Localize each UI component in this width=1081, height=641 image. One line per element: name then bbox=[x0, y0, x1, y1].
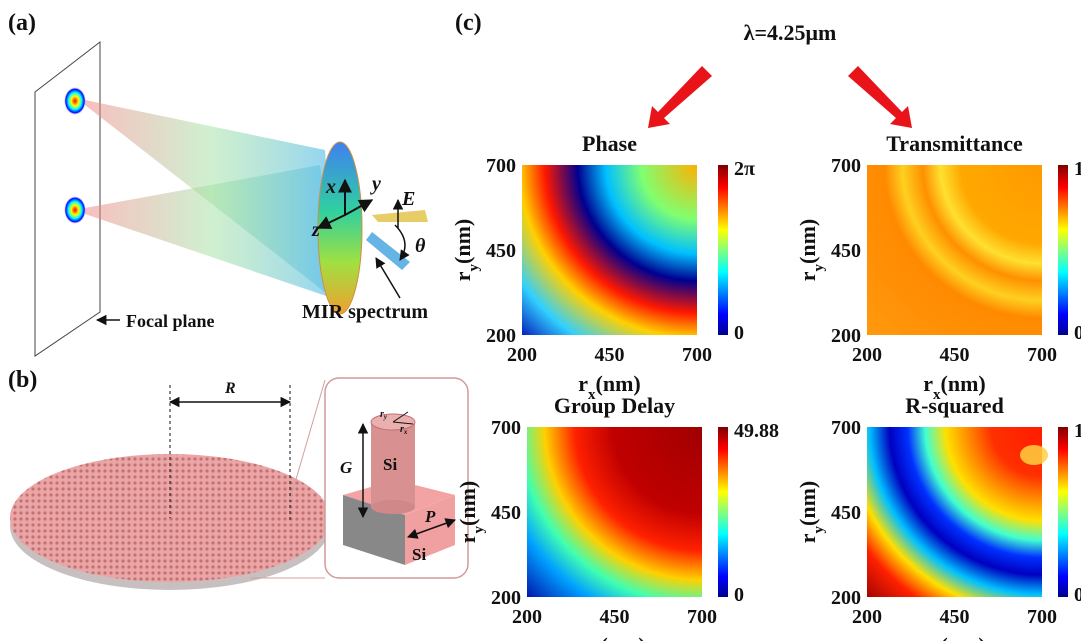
unit: (nm) bbox=[795, 481, 820, 526]
unit: (nm) bbox=[450, 219, 475, 264]
beam bbox=[85, 165, 338, 300]
x-tick-label: 700 bbox=[1027, 344, 1057, 366]
y-tick-label: 700 bbox=[831, 155, 861, 177]
input-beam bbox=[372, 210, 428, 222]
heatmap bbox=[522, 165, 697, 335]
red-arrow bbox=[648, 66, 712, 128]
unit: (nm) bbox=[601, 633, 646, 641]
panel-label: (c) bbox=[455, 10, 482, 36]
focal-plane-label: Focal plane bbox=[126, 311, 215, 331]
pillar-base bbox=[371, 500, 415, 514]
source-label: MIR spectrum bbox=[302, 301, 428, 323]
x-tick-label: 700 bbox=[1027, 606, 1057, 628]
x-tick-label: 450 bbox=[600, 606, 630, 628]
wavelength: λ=4.25μm bbox=[744, 20, 837, 45]
y-tick-label: 450 bbox=[491, 502, 521, 524]
unit: (nm) bbox=[455, 481, 480, 526]
period-label: P bbox=[424, 507, 436, 526]
unit: (nm) bbox=[941, 633, 986, 641]
y-tick-label: 700 bbox=[831, 417, 861, 439]
colorbar bbox=[1058, 165, 1068, 335]
symbol: r bbox=[795, 271, 820, 281]
colorbar bbox=[718, 165, 728, 335]
heatmap bbox=[527, 427, 702, 597]
colorbar-max: 1 bbox=[1074, 158, 1081, 180]
x-tick-label: 200 bbox=[512, 606, 542, 628]
symbol: r bbox=[450, 271, 475, 281]
x-tick-label: 450 bbox=[940, 606, 970, 628]
substrate-label: Si bbox=[412, 545, 426, 564]
x-axis-label: rx(nm) bbox=[923, 633, 985, 641]
colorbar bbox=[1058, 427, 1068, 597]
y-axis-label: ry(nm) bbox=[795, 481, 827, 543]
heatmap bbox=[867, 165, 1042, 335]
figure: (a) x y z E θ MIR spectrum Focal plane (… bbox=[0, 0, 1081, 641]
map-title: Transmittance bbox=[886, 131, 1023, 156]
subscript: x bbox=[403, 428, 408, 436]
heatmap bbox=[867, 427, 1042, 597]
x-tick-label: 700 bbox=[682, 344, 712, 366]
colorbar-min: 0 bbox=[734, 584, 744, 606]
colorbar-min: 0 bbox=[734, 322, 744, 344]
colorbar-max: 2π bbox=[734, 158, 755, 180]
symbol: r bbox=[583, 633, 593, 641]
symbol: r bbox=[923, 633, 933, 641]
map-title: R-squared bbox=[905, 393, 1004, 418]
x-tick-label: 450 bbox=[595, 344, 625, 366]
heatmap-spot bbox=[1020, 445, 1048, 465]
symbol: r bbox=[455, 533, 480, 543]
x-tick-label: 700 bbox=[687, 606, 717, 628]
y-tick-label: 450 bbox=[831, 502, 861, 524]
y-axis-label: ry(nm) bbox=[455, 481, 487, 543]
x-tick-label: 200 bbox=[852, 606, 882, 628]
y-tick-label: 700 bbox=[486, 155, 516, 177]
red-arrow bbox=[848, 66, 912, 128]
zoom-line bbox=[290, 380, 325, 500]
axis-label: y bbox=[370, 173, 381, 195]
colorbar-max: 49.88 bbox=[734, 420, 779, 442]
symbol: r bbox=[795, 533, 820, 543]
focal-spot bbox=[64, 87, 86, 115]
page: {"panels":{ "a":{"label":"(a)","axes":["… bbox=[0, 0, 1081, 641]
axis-label: z bbox=[311, 219, 320, 241]
map-title: Group Delay bbox=[554, 393, 675, 418]
colorbar-max: 1 bbox=[1074, 420, 1081, 442]
y-tick-label: 700 bbox=[491, 417, 521, 439]
y-tick-label: 450 bbox=[486, 240, 516, 262]
angle-label: θ bbox=[415, 235, 426, 257]
colorbar bbox=[718, 427, 728, 597]
y-tick-label: 450 bbox=[831, 240, 861, 262]
axis-label: x bbox=[325, 176, 336, 198]
x-tick-label: 200 bbox=[852, 344, 882, 366]
radius-label: R bbox=[224, 380, 236, 397]
panel-label: (a) bbox=[8, 10, 36, 36]
y-axis-label: ry(nm) bbox=[795, 219, 827, 281]
x-tick-label: 450 bbox=[940, 344, 970, 366]
colorbar-min: 0.99 bbox=[1074, 584, 1081, 606]
focal-spot bbox=[64, 196, 86, 224]
y-axis-label: ry(nm) bbox=[450, 219, 482, 281]
body: (a) x y z E θ MIR spectrum Focal plane (… bbox=[0, 0, 1081, 641]
maps: Phase 200 450 700 200 450 700 rx(nm) ry(nm) 2π 0 Tr… bbox=[450, 131, 1081, 641]
x-axis-label: rx(nm) bbox=[583, 633, 645, 641]
colorbar-min: 0 bbox=[1074, 322, 1081, 344]
metalens bbox=[318, 142, 362, 314]
panel-label: (b) bbox=[8, 367, 37, 393]
focal-plane bbox=[35, 42, 100, 356]
map-title: Phase bbox=[582, 131, 637, 156]
height-label: G bbox=[340, 458, 353, 477]
x-tick-label: 200 bbox=[507, 344, 537, 366]
pillar-label: Si bbox=[383, 455, 397, 474]
unit: (nm) bbox=[795, 219, 820, 264]
field-label: E bbox=[401, 188, 415, 210]
